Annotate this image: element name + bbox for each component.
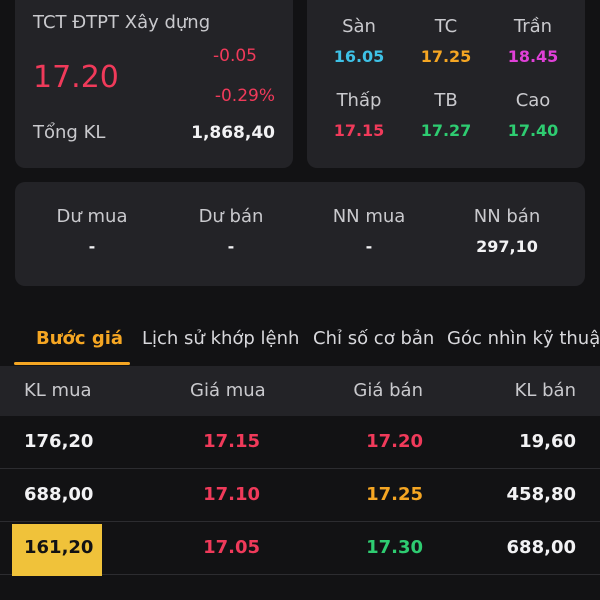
price-reference: TC 17.25 <box>406 16 486 66</box>
excess-buy: Dư mua - <box>21 206 163 256</box>
tab-price-steps[interactable]: Bước giá <box>36 328 124 349</box>
last-price: 17.20 <box>33 60 119 95</box>
price-change-percent: -0.29% <box>214 86 275 106</box>
table-row[interactable]: 161,20 17.05 17.30 688,00 <box>0 522 600 576</box>
order-book-header: KL mua Giá mua Giá bán KL bán <box>0 366 600 416</box>
bid-price: 17.10 <box>203 484 260 505</box>
excess-sell-value: - <box>227 237 235 256</box>
excess-sell: Dư bán - <box>160 206 302 256</box>
foreign-sell: NN bán 297,10 <box>436 206 578 256</box>
table-row[interactable]: 688,00 17.10 17.25 458,80 <box>0 469 600 522</box>
reference-prices-card: Sàn 16.05 TC 17.25 Trần 18.45 Thấp 17.15… <box>307 0 585 168</box>
price-ceiling-value: 18.45 <box>507 47 559 66</box>
header-sell-volume: KL bán <box>514 380 576 401</box>
total-volume-value: 1,868,40 <box>191 123 275 143</box>
table-row[interactable]: 176,20 17.15 17.20 19,60 <box>0 416 600 469</box>
active-tab-indicator <box>14 362 130 365</box>
price-average-label: TB <box>434 90 458 111</box>
price-low: Thấp 17.15 <box>319 90 399 140</box>
price-reference-value: 17.25 <box>420 47 472 66</box>
price-ceiling: Trần 18.45 <box>493 16 573 66</box>
foreign-buy-value: - <box>365 237 373 256</box>
bid-price: 17.05 <box>203 537 260 558</box>
price-floor-label: Sàn <box>342 16 376 37</box>
tab-match-history[interactable]: Lịch sử khớp lệnh <box>142 328 300 349</box>
price-reference-label: TC <box>434 16 458 37</box>
bid-price: 17.15 <box>203 431 260 452</box>
price-high: Cao 17.40 <box>493 90 573 140</box>
foreign-sell-label: NN bán <box>473 206 541 227</box>
quote-card: TCT ĐTPT Xây dựng 17.20 -0.05 -0.29% Tổn… <box>15 0 293 168</box>
price-low-label: Thấp <box>336 90 382 111</box>
tab-technical-view[interactable]: Góc nhìn kỹ thuậ <box>447 328 600 349</box>
buy-volume: 688,00 <box>24 484 94 505</box>
excess-sell-label: Dư bán <box>198 206 264 227</box>
header-bid-price: Giá mua <box>190 380 266 401</box>
price-average: TB 17.27 <box>406 90 486 140</box>
buy-volume: 161,20 <box>24 537 94 558</box>
ask-price: 17.25 <box>366 484 423 505</box>
header-buy-volume: KL mua <box>24 380 92 401</box>
excess-buy-value: - <box>88 237 96 256</box>
price-high-value: 17.40 <box>507 121 559 140</box>
price-average-value: 17.27 <box>420 121 472 140</box>
foreign-buy-label: NN mua <box>332 206 406 227</box>
volume-highlight <box>12 524 102 576</box>
tab-bar: Bước giá Lịch sử khớp lệnh Chỉ số cơ bản… <box>0 318 600 367</box>
ask-price: 17.20 <box>366 431 423 452</box>
sell-volume: 458,80 <box>506 484 576 505</box>
total-volume-label: Tổng KL <box>33 122 106 143</box>
buy-volume: 176,20 <box>24 431 94 452</box>
order-summary-card: Dư mua - Dư bán - NN mua - NN bán 297,10 <box>15 182 585 286</box>
price-floor-value: 16.05 <box>333 47 385 66</box>
header-ask-price: Giá bán <box>353 380 423 401</box>
sell-volume: 19,60 <box>519 431 576 452</box>
foreign-sell-value: 297,10 <box>476 237 538 256</box>
price-ceiling-label: Trần <box>513 16 553 37</box>
ask-price: 17.30 <box>366 537 423 558</box>
foreign-buy: NN mua - <box>298 206 440 256</box>
price-change: -0.05 <box>213 46 257 66</box>
sell-volume: 688,00 <box>506 537 576 558</box>
company-name: TCT ĐTPT Xây dựng <box>33 12 211 33</box>
excess-buy-label: Dư mua <box>56 206 128 227</box>
tab-fundamentals[interactable]: Chỉ số cơ bản <box>313 328 435 349</box>
price-low-value: 17.15 <box>333 121 385 140</box>
price-high-label: Cao <box>515 90 551 111</box>
price-floor: Sàn 16.05 <box>319 16 399 66</box>
